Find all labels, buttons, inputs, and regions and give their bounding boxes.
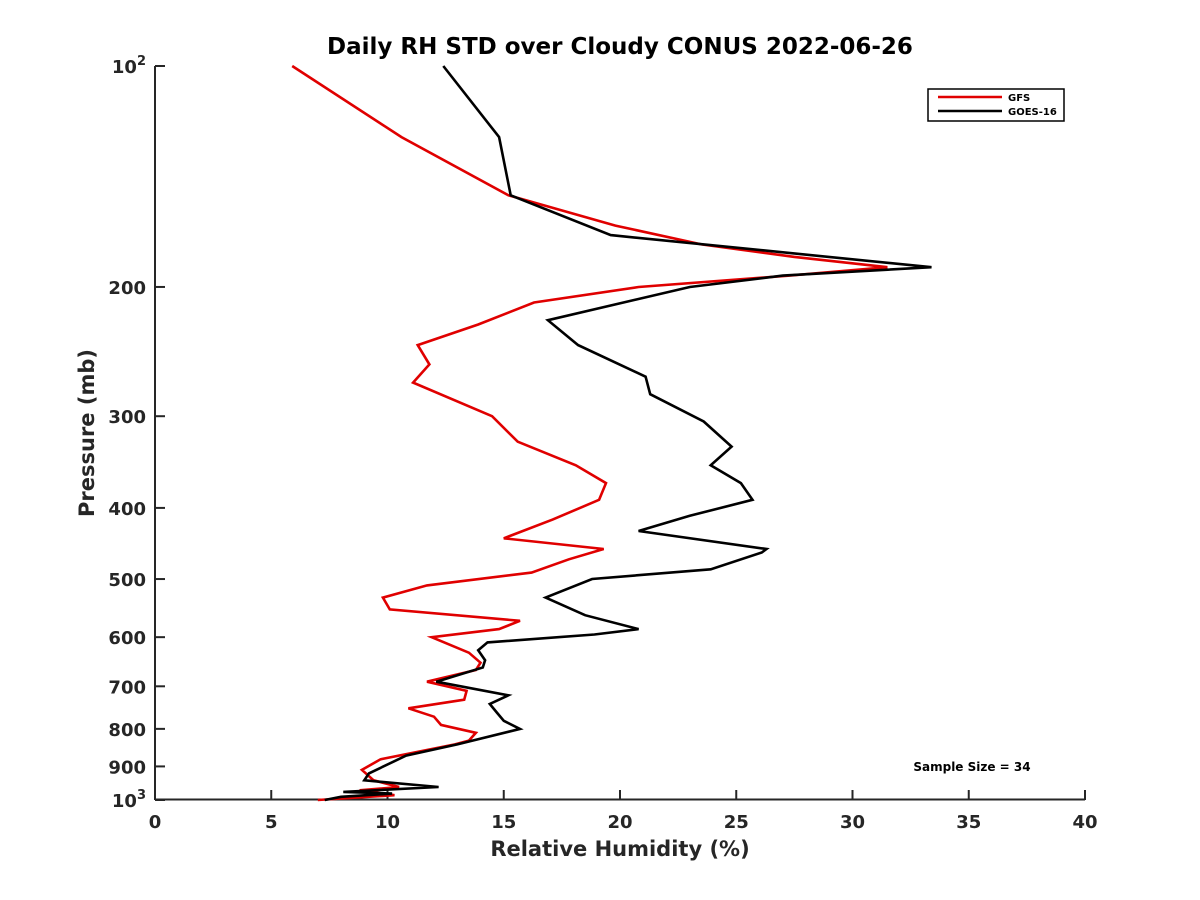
x-tick-label: 25 — [724, 812, 749, 833]
legend-label-goes16: GOES-16 — [1008, 107, 1057, 118]
y-tick-label-base: 300 — [108, 407, 146, 428]
y-tick-label: 300 — [108, 407, 146, 428]
y-tick-label: 400 — [108, 499, 146, 520]
y-axis-label: Pressure (mb) — [75, 349, 99, 517]
y-tick-label: 800 — [108, 720, 146, 741]
series-layer — [291, 64, 932, 802]
x-tick-label: 20 — [607, 812, 632, 833]
y-tick-label: 103 — [112, 788, 146, 812]
y-tick-label-base: 10 — [112, 791, 137, 812]
chart-title: Daily RH STD over Cloudy CONUS 2022-06-2… — [327, 34, 913, 60]
y-tick-label-base: 900 — [108, 757, 146, 778]
x-tick-label: 35 — [956, 812, 981, 833]
legend-box — [927, 88, 1065, 122]
y-tick-label-base: 400 — [108, 499, 146, 520]
legend-label-gfs: GFS — [1008, 93, 1030, 104]
x-tick-label: 15 — [491, 812, 516, 833]
legend: GFS GOES-16 — [927, 88, 1065, 122]
x-tick-label: 0 — [149, 812, 162, 833]
x-tick-label: 30 — [840, 812, 865, 833]
y-tick-label: 200 — [108, 278, 146, 299]
y-tick-label-base: 10 — [112, 57, 137, 78]
x-axis-label: Relative Humidity (%) — [490, 837, 749, 861]
y-tick-label-exponent: 3 — [137, 788, 146, 803]
y-tick-label-base: 700 — [108, 677, 146, 698]
x-tick-label: 10 — [375, 812, 400, 833]
series-line-goes16 — [324, 65, 932, 802]
x-axis: 0 5 10 15 20 25 30 35 40 — [149, 790, 1098, 833]
y-tick-label: 600 — [108, 628, 146, 649]
y-tick-label: 500 — [108, 570, 146, 591]
y-tick-label-base: 600 — [108, 628, 146, 649]
y-tick-label-exponent: 2 — [137, 54, 146, 69]
x-tick-label: 5 — [265, 812, 278, 833]
y-tick-label-base: 500 — [108, 570, 146, 591]
y-tick-label-base: 200 — [108, 278, 146, 299]
y-tick-label: 900 — [108, 757, 146, 778]
y-tick-label-base: 800 — [108, 720, 146, 741]
y-tick-label: 102 — [112, 54, 146, 78]
y-tick-label: 700 — [108, 677, 146, 698]
series-line-gfs — [291, 64, 888, 802]
x-tick-label: 40 — [1072, 812, 1097, 833]
sample-size-annotation: Sample Size = 34 — [913, 760, 1030, 774]
